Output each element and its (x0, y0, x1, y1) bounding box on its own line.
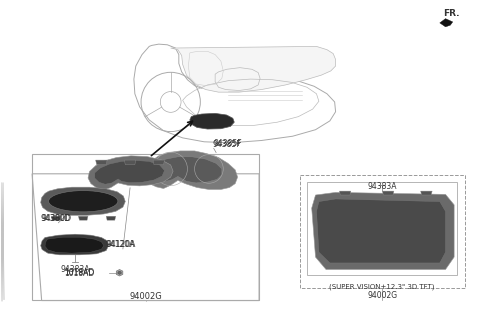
Text: 94385F: 94385F (213, 140, 241, 149)
Polygon shape (144, 151, 238, 190)
Text: (SUPER VISION+12.3" 3D TFT): (SUPER VISION+12.3" 3D TFT) (329, 283, 435, 290)
Polygon shape (96, 160, 107, 165)
Polygon shape (124, 160, 136, 165)
Polygon shape (41, 234, 108, 255)
Polygon shape (150, 157, 222, 183)
Polygon shape (339, 191, 351, 195)
Polygon shape (95, 160, 165, 184)
Polygon shape (312, 193, 454, 270)
Text: 1018AD: 1018AD (64, 269, 94, 278)
Text: FR.: FR. (443, 9, 460, 18)
Polygon shape (420, 191, 432, 195)
Polygon shape (78, 216, 88, 220)
Text: 94380D: 94380D (42, 214, 72, 223)
Text: 94385F: 94385F (214, 139, 242, 148)
Text: 94120A: 94120A (106, 240, 135, 249)
Polygon shape (316, 199, 445, 263)
Polygon shape (51, 216, 61, 220)
Text: 94383A: 94383A (368, 182, 397, 191)
Polygon shape (383, 191, 394, 195)
Text: 94383A: 94383A (60, 265, 90, 274)
Polygon shape (171, 47, 336, 92)
Polygon shape (118, 271, 121, 275)
Polygon shape (106, 216, 116, 220)
Text: 1018AD: 1018AD (64, 268, 94, 277)
Polygon shape (440, 19, 453, 27)
Polygon shape (116, 270, 123, 276)
Ellipse shape (48, 191, 118, 212)
Polygon shape (153, 160, 165, 165)
Polygon shape (190, 113, 234, 129)
Text: 94380D: 94380D (40, 215, 71, 223)
Polygon shape (41, 187, 125, 215)
Polygon shape (45, 237, 104, 253)
Text: 94002G: 94002G (367, 291, 397, 299)
Text: 94120A: 94120A (105, 240, 134, 249)
Polygon shape (88, 156, 173, 190)
Text: 94002G: 94002G (129, 292, 162, 301)
